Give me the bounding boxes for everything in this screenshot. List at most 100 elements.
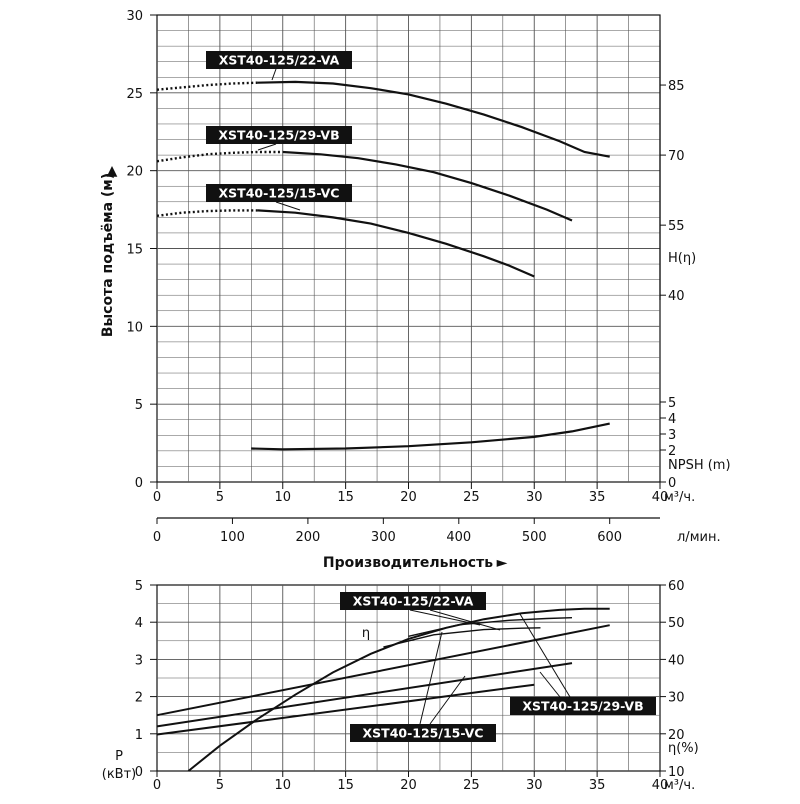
head-x-tick-label: 10 — [274, 490, 291, 505]
npsh-tick-label: 2 — [668, 444, 676, 459]
power-y-tick-label: 2 — [135, 691, 143, 706]
right-eff-tick-label: 85 — [668, 79, 685, 94]
head-x-tick-label: 5 — [216, 490, 224, 505]
power-y-axis-label: P — [115, 749, 123, 764]
power-badge-leader — [429, 675, 466, 725]
npsh-tick-label: 3 — [668, 428, 676, 443]
head-badge-leader — [275, 201, 301, 211]
lmin-unit: л/мин. — [677, 530, 721, 545]
head-badge-label: XST40-125/29-VB — [218, 128, 339, 143]
head-y-tick-label: 5 — [135, 398, 143, 413]
npsh-tick-label: 0 — [668, 476, 676, 491]
power-y-axis-unit: (кВт) — [102, 767, 137, 782]
power-badge-label: XST40-125/29-VB — [522, 699, 643, 714]
power-curve-3 — [187, 607, 610, 772]
head-x-tick-label: 35 — [589, 490, 606, 505]
power-y-tick-label: 1 — [135, 728, 143, 743]
lmin-tick-label: 0 — [153, 530, 161, 545]
power-x-unit: м³/ч. — [664, 778, 695, 793]
head-y-tick-label: 30 — [126, 9, 143, 24]
npsh-curve — [251, 422, 610, 451]
head-y-tick-label: 10 — [126, 320, 143, 335]
head-badge-label: XST40-125/15-VC — [219, 186, 340, 201]
power-x-tick-label: 10 — [274, 778, 291, 793]
head-curve-2 — [257, 209, 535, 278]
lmin-tick-label: 500 — [522, 530, 547, 545]
right-eff-tick-label: 40 — [668, 289, 685, 304]
npsh-tick-label: 4 — [668, 412, 676, 427]
head-x-unit: м³/ч. — [664, 490, 695, 505]
power-y-tick-label: 5 — [135, 579, 143, 594]
power-y-tick-label: 3 — [135, 653, 143, 668]
head-x-tick-label: 25 — [463, 490, 480, 505]
power-x-tick-label: 35 — [589, 778, 606, 793]
right-eff-tick-label: 70 — [668, 149, 685, 164]
power-y-tick-label: 0 — [135, 765, 143, 780]
power-badge-leader — [519, 613, 571, 698]
power-curve-1 — [156, 662, 573, 728]
head-curve-0-dotted — [156, 81, 258, 91]
x-axis-arrow: ► — [497, 555, 508, 571]
power-badge-leader — [429, 609, 501, 631]
power-badge-leader — [419, 631, 443, 725]
lmin-tick-label: 300 — [371, 530, 396, 545]
eta-tick-label: 60 — [668, 579, 685, 594]
head-x-tick-label: 20 — [400, 490, 417, 505]
right-eff-tick-label: 55 — [668, 219, 685, 234]
head-y-axis-title: Высота подъёма (м) — [100, 173, 116, 337]
head-x-tick-label: 30 — [526, 490, 543, 505]
head-curve-0 — [257, 80, 610, 158]
right-eff-axis-label: H(η) — [668, 251, 696, 266]
eta-tick-label: 20 — [668, 728, 685, 743]
x-axis-title: Производительность — [323, 555, 493, 571]
power-curve-0 — [156, 624, 610, 717]
eta-tick-label: 40 — [668, 653, 685, 668]
lmin-tick-label: 600 — [597, 530, 622, 545]
head-badge-bg — [206, 184, 352, 202]
head-y-tick-label: 15 — [126, 243, 143, 258]
power-badge-leader — [409, 609, 481, 626]
power-y-tick-label: 4 — [135, 616, 143, 631]
lmin-tick-label: 200 — [295, 530, 320, 545]
head-x-tick-label: 40 — [652, 490, 669, 505]
power-badge-bg — [340, 592, 486, 610]
head-badge-label: XST40-125/22-VA — [219, 53, 340, 68]
head-badge-leader — [271, 68, 277, 81]
head-y-tick-label: 0 — [135, 476, 143, 491]
eta-axis-label: η(%) — [668, 741, 699, 756]
power-badge-label: XST40-125/22-VA — [353, 594, 474, 609]
head-badge-bg — [206, 126, 352, 144]
power-x-tick-label: 0 — [153, 778, 161, 793]
power-curve-4 — [408, 617, 573, 637]
power-x-tick-label: 30 — [526, 778, 543, 793]
lmin-tick-label: 400 — [446, 530, 471, 545]
eta-tick-label: 30 — [668, 691, 685, 706]
npsh-axis-label: NPSH (m) — [668, 458, 731, 473]
power-badge-leader — [539, 671, 561, 698]
power-badge-label: XST40-125/15-VC — [363, 726, 484, 741]
head-curve-2-dotted — [156, 209, 258, 217]
head-y-axis-arrow: ▲ — [107, 163, 118, 179]
power-curve-2 — [156, 683, 535, 736]
head-y-tick-label: 20 — [126, 165, 143, 180]
power-x-tick-label: 5 — [216, 778, 224, 793]
head-badge-bg — [206, 51, 352, 69]
power-badge-bg — [350, 724, 496, 742]
power-x-tick-label: 15 — [337, 778, 354, 793]
head-badge-leader — [257, 143, 277, 151]
head-x-tick-label: 15 — [337, 490, 354, 505]
power-x-tick-label: 40 — [652, 778, 669, 793]
eta-curve-label: η — [362, 626, 370, 641]
power-badge-bg — [510, 697, 656, 715]
head-curve-1 — [282, 150, 573, 222]
eta-tick-label: 10 — [668, 765, 685, 780]
power-x-tick-label: 25 — [463, 778, 480, 793]
lmin-tick-label: 100 — [220, 530, 245, 545]
head-y-tick-label: 25 — [126, 87, 143, 102]
npsh-tick-label: 5 — [668, 396, 676, 411]
head-curve-1-dotted — [156, 150, 283, 163]
eta-tick-label: 50 — [668, 616, 685, 631]
power-x-tick-label: 20 — [400, 778, 417, 793]
